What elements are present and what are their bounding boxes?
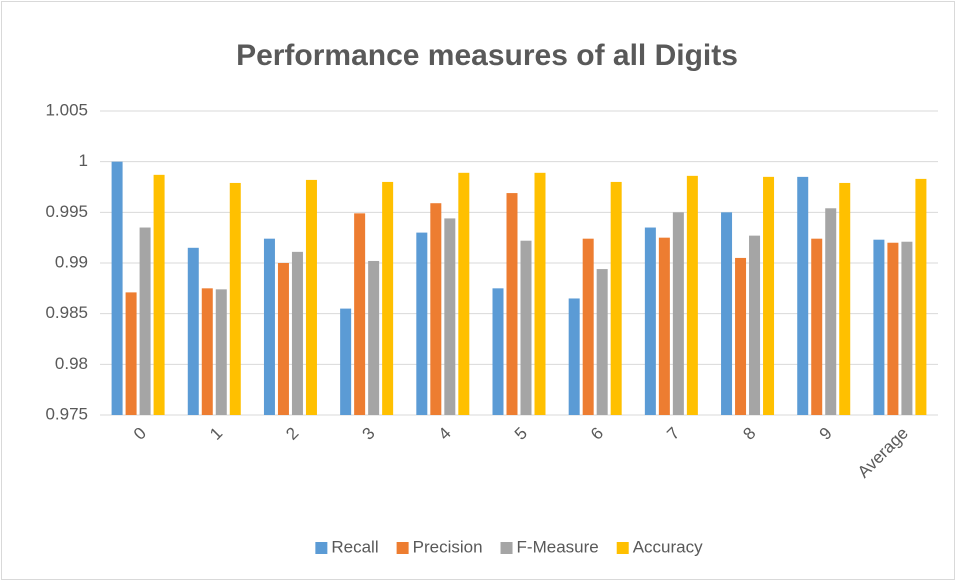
bar [658, 237, 670, 415]
legend-swatch [616, 542, 629, 554]
chart-title: Performance measures of all Digits [236, 39, 738, 72]
bar [582, 238, 594, 415]
bar [291, 251, 303, 415]
bar [596, 269, 608, 415]
bar [901, 241, 913, 415]
bar [382, 181, 394, 415]
bar [763, 176, 775, 415]
bar [458, 172, 470, 415]
legend-swatch [396, 542, 409, 554]
bar [506, 193, 518, 415]
y-tick-label: 0.975 [45, 404, 88, 423]
bar [520, 240, 532, 415]
bar [797, 176, 809, 415]
bar [201, 288, 213, 415]
bar [263, 238, 275, 415]
y-tick-label: 1 [79, 151, 88, 170]
bar [839, 182, 851, 415]
legend-label: F-Measure [517, 537, 599, 556]
legend-label: Accuracy [633, 537, 703, 556]
y-tick-label: 0.985 [45, 303, 88, 322]
bar [492, 288, 504, 415]
legend-swatch [500, 542, 513, 554]
y-tick-label: 0.99 [55, 252, 88, 271]
bar [686, 175, 698, 415]
bar [644, 227, 656, 415]
bar [672, 212, 684, 415]
legend-swatch [315, 542, 328, 554]
legend-label: Precision [413, 537, 483, 556]
bar [915, 178, 927, 415]
bar [368, 260, 380, 415]
bar [811, 238, 823, 415]
bar [305, 179, 317, 415]
bar [215, 289, 227, 415]
bar [277, 263, 289, 415]
bar [111, 161, 123, 415]
bar [568, 298, 580, 415]
bar [354, 213, 366, 415]
bar [340, 308, 352, 415]
bar [139, 227, 151, 415]
bar [125, 292, 137, 415]
bar [229, 182, 241, 415]
legend-label: Recall [331, 537, 378, 556]
y-tick-label: 0.98 [55, 354, 88, 373]
bar [887, 242, 899, 415]
bar [153, 174, 165, 415]
bar [610, 181, 622, 415]
bar [534, 172, 546, 415]
bar [825, 208, 837, 415]
bar [187, 247, 199, 415]
bar [721, 212, 733, 415]
y-tick-label: 0.995 [45, 202, 88, 221]
bar [430, 203, 442, 415]
bar [416, 232, 428, 415]
bar [873, 239, 885, 415]
bar [749, 235, 761, 415]
bar [444, 218, 456, 415]
bar [735, 257, 747, 415]
y-tick-label: 1.005 [45, 100, 88, 119]
